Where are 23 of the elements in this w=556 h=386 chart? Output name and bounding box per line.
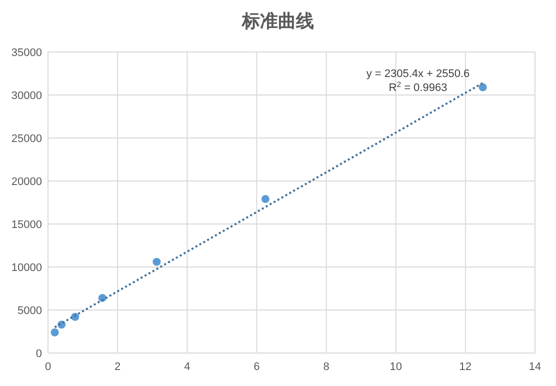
y-tick-label: 5000 — [18, 305, 42, 317]
x-tick-label: 8 — [323, 361, 330, 373]
x-tick-label: 12 — [459, 361, 472, 373]
chart-title: 标准曲线 — [241, 11, 314, 31]
y-tick-label: 10000 — [11, 262, 42, 274]
x-tick-label: 0 — [44, 361, 52, 373]
point — [152, 258, 161, 266]
x-tick-label: 10 — [390, 361, 402, 373]
annotation: y = 2305.4x + 2550.6 — [366, 68, 470, 80]
y-tick-label: 35000 — [11, 47, 42, 59]
y-tick-label: 30000 — [11, 90, 42, 102]
y-tick-label: 25000 — [11, 133, 42, 145]
x-tick-label: 2 — [114, 361, 121, 373]
y-tick-label: 0 — [36, 348, 42, 360]
point — [261, 195, 270, 204]
y-tick-label: 15000 — [11, 219, 42, 231]
x-tick-label: 4 — [184, 361, 190, 373]
y-tick-label: 20000 — [11, 176, 42, 188]
point — [478, 83, 487, 92]
x-tick-label: 14 — [528, 361, 542, 373]
point — [50, 328, 59, 336]
annotation: R$^{2}$ = 0.9963 — [388, 80, 448, 94]
x-tick-label: 6 — [254, 361, 260, 373]
